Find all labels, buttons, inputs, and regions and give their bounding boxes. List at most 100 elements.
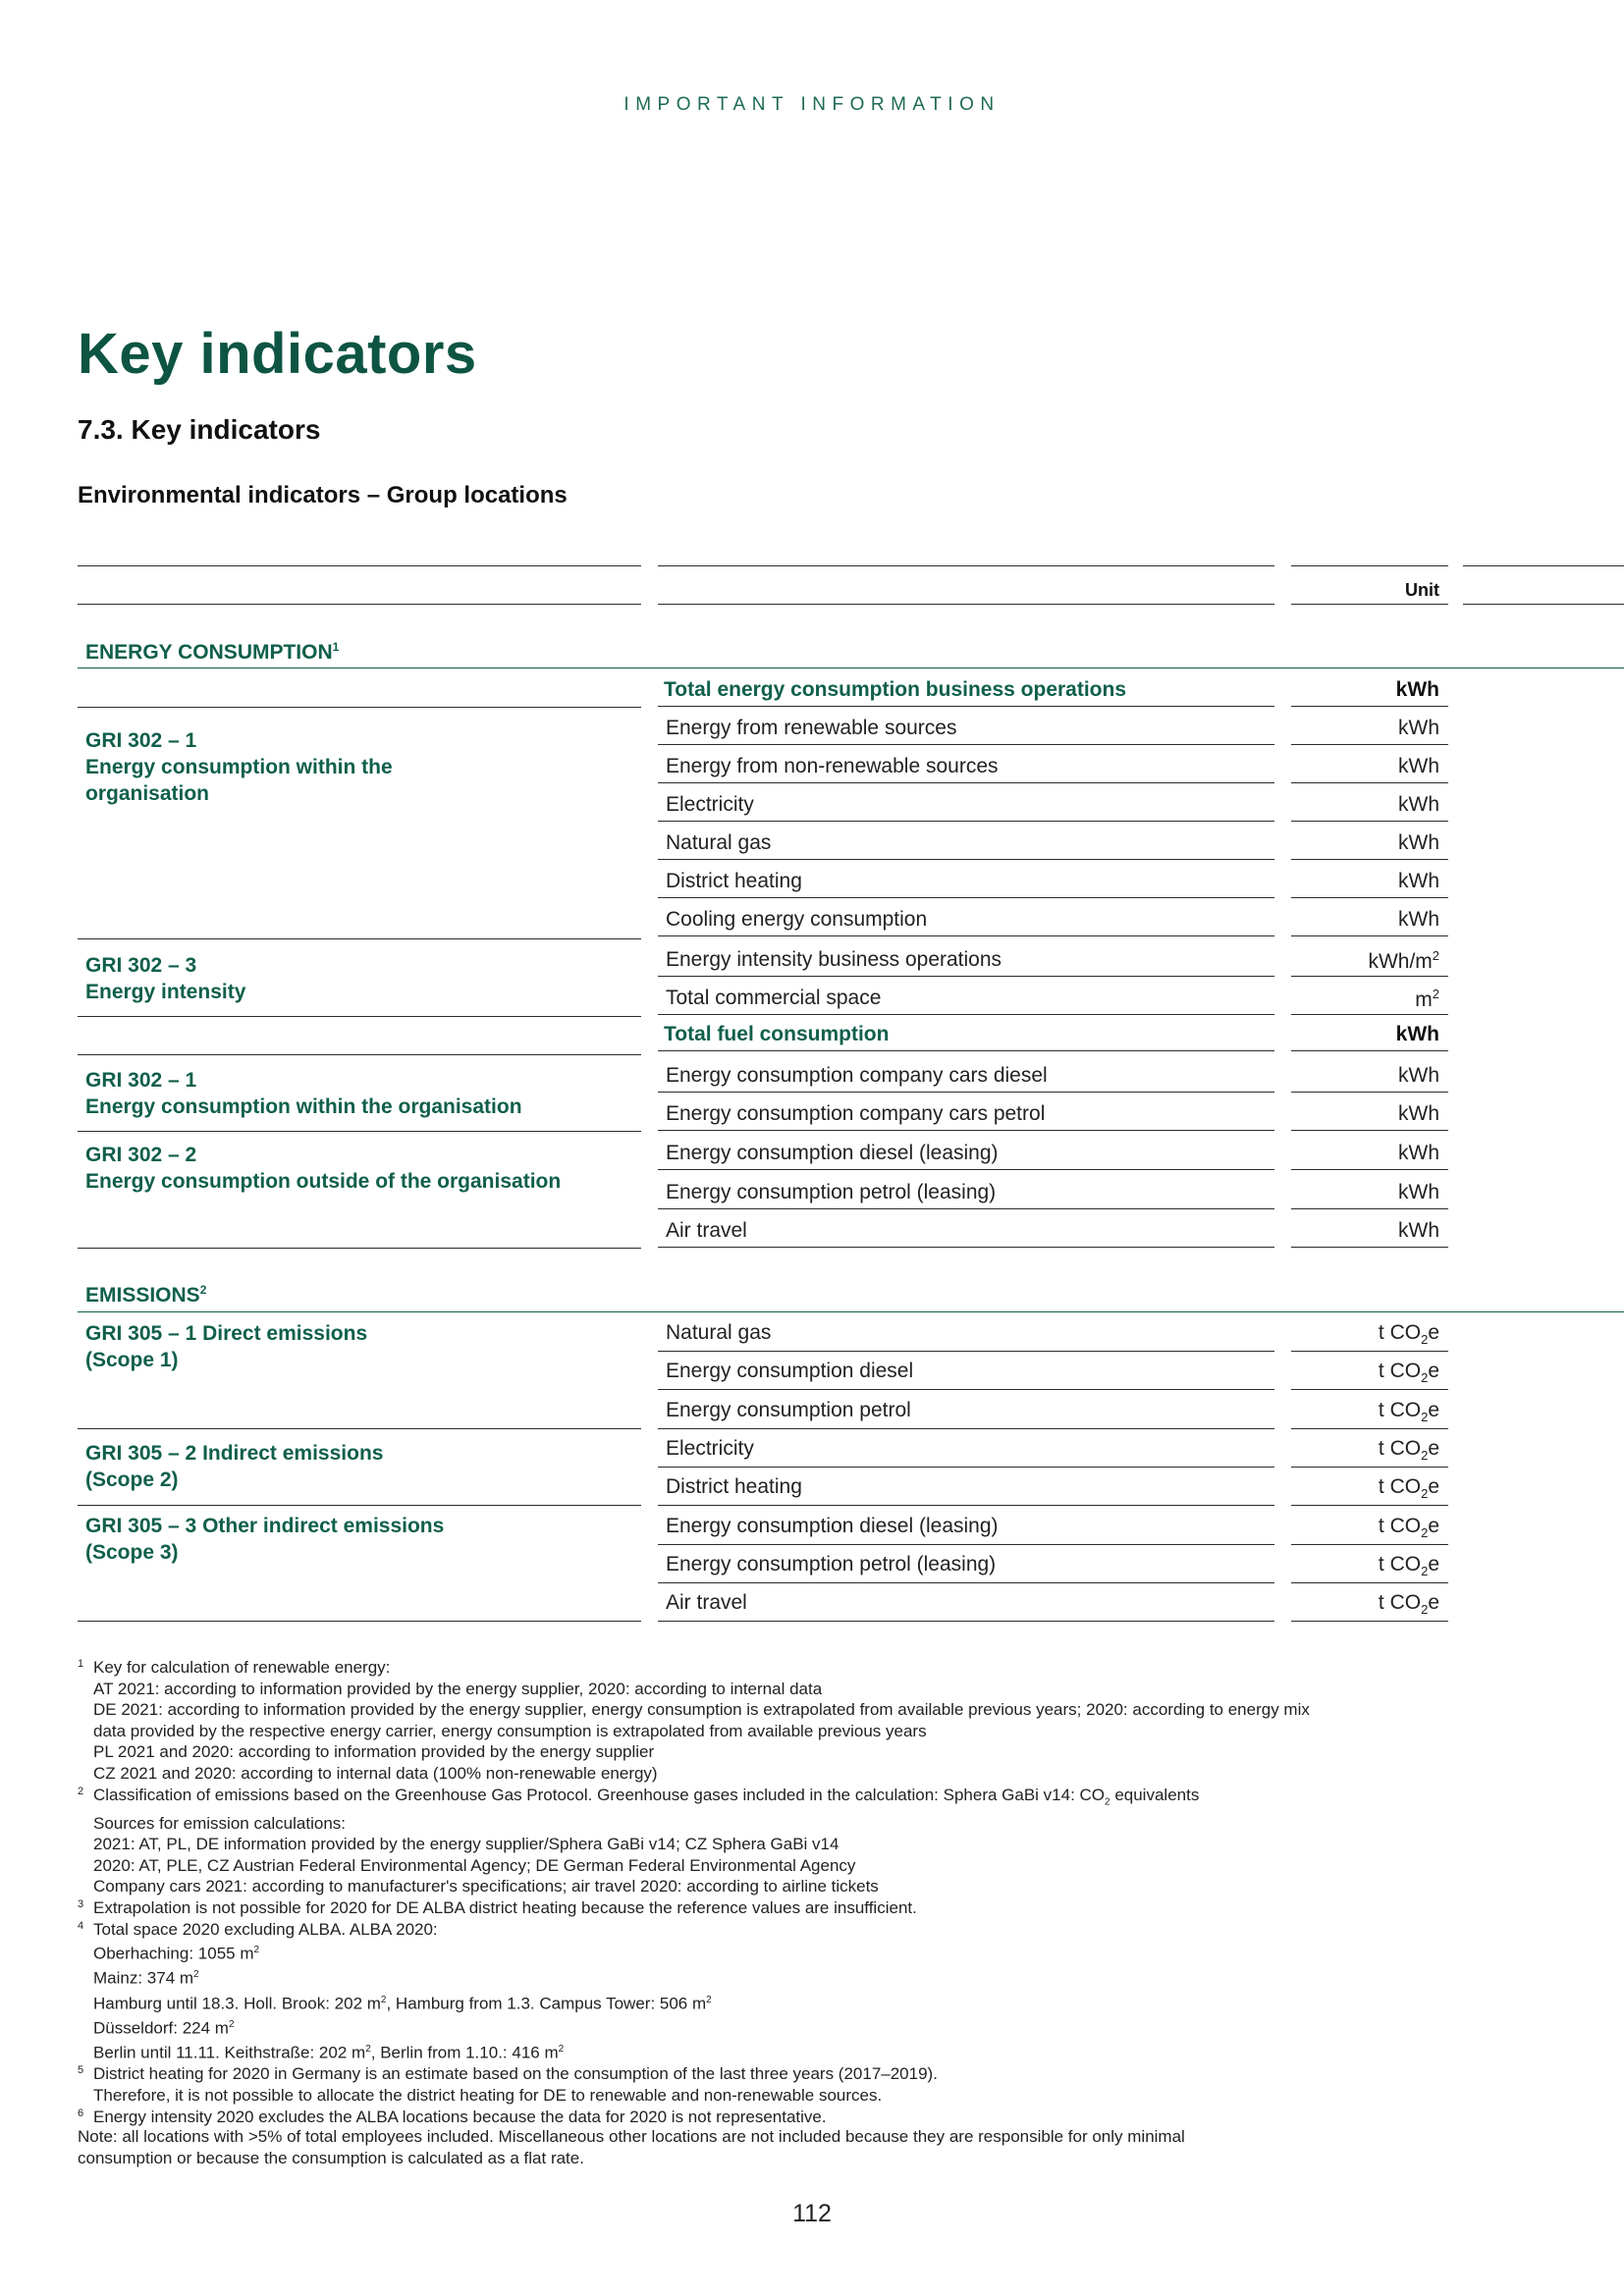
unit-value: kWh [1398, 755, 1439, 777]
row-rule [658, 1130, 1274, 1131]
row-rule [658, 976, 1274, 977]
row-rule [658, 1505, 1274, 1506]
gri-302-2-group: GRI 302 – 2 Energy consumption outside o… [85, 1144, 562, 1193]
footnote-line: Mainz: 374 m2 [93, 1969, 199, 1989]
gri-302-1-fuel-group: GRI 302 – 1 Energy consumption within th… [85, 1069, 522, 1118]
page-number: 112 [792, 2200, 832, 2227]
indicator-label: Total fuel consumption [664, 1023, 890, 1045]
row-rule [1291, 1130, 1448, 1131]
footnote-line: District heating for 2020 in Germany is … [93, 2064, 938, 2084]
unit-value: kWh [1395, 678, 1439, 701]
footnote-line: CZ 2021 and 2020: according to internal … [93, 1763, 658, 1783]
row-rule [1291, 1505, 1448, 1506]
unit-value: t CO2e [1378, 1399, 1439, 1425]
table-title: Environmental indicators – Group locatio… [78, 482, 568, 508]
header-rule [78, 565, 641, 566]
row-rule [658, 1467, 1274, 1468]
row-rule [1291, 1428, 1448, 1429]
gri-302-1-group: GRI 302 – 1 Energy consumption within th… [85, 729, 393, 805]
footnote-line: Hamburg until 18.3. Holl. Brook: 202 m2,… [93, 1994, 712, 2013]
indicator-label: Energy intensity business operations [666, 948, 1002, 971]
row-rule [1291, 1389, 1448, 1390]
footnote-number: 1 [78, 1658, 84, 1670]
row-rule [1291, 706, 1448, 707]
row-rule [658, 1014, 1274, 1015]
header-rule [1291, 565, 1448, 566]
group-rule [78, 1621, 641, 1622]
row-rule [658, 1208, 1274, 1209]
indicator-label: Energy from renewable sources [666, 717, 957, 739]
indicator-label: Energy consumption diesel (leasing) [666, 1515, 999, 1537]
footnote-item: 4 Total space 2020 excluding ALBA. ALBA 2… [78, 1919, 1472, 2064]
unit-value: kWh [1398, 793, 1439, 816]
footnote-item: 1 Key for calculation of renewable energy… [78, 1657, 1472, 1785]
row-rule [1291, 1582, 1448, 1583]
header-rule [1463, 604, 1624, 605]
footnote-line: AT 2021: according to information provid… [93, 1679, 823, 1698]
category-rule [78, 667, 1624, 668]
category-rule [78, 1311, 1624, 1312]
footnote-line: Total space 2020 excluding ALBA. ALBA 20… [93, 1919, 438, 1939]
row-rule [658, 821, 1274, 822]
row-rule [1291, 744, 1448, 745]
unit-value: t CO2e [1378, 1437, 1439, 1464]
row-rule [1291, 976, 1448, 977]
footnote-item: 5 District heating for 2020 in Germany is… [78, 2063, 1472, 2106]
header-rule [658, 565, 1274, 566]
indicator-label: Energy consumption company cars diesel [666, 1064, 1048, 1087]
footnote-line: Company cars 2021: according to manufact… [93, 1877, 879, 1896]
row-rule [1291, 782, 1448, 783]
row-rule [1291, 1467, 1448, 1468]
indicator-label: Electricity [666, 1437, 754, 1460]
row-rule [1291, 1351, 1448, 1352]
footnotes: 1 Key for calculation of renewable energy… [78, 1657, 1472, 2127]
section-header-label: IMPORTANT INFORMATION [623, 94, 1001, 115]
unit-value: t CO2e [1378, 1321, 1439, 1348]
row-rule [658, 1582, 1274, 1583]
group-rule [78, 707, 641, 708]
row-rule [658, 1092, 1274, 1093]
indicator-label: District heating [666, 870, 802, 892]
header-rule [1291, 604, 1448, 605]
footnote-line: 2020: AT, PLE, CZ Austrian Federal Envir… [93, 1855, 856, 1875]
footnote-line: Energy intensity 2020 excludes the ALBA … [93, 2107, 827, 2126]
row-rule [658, 1050, 1274, 1051]
unit-value: m2 [1415, 987, 1439, 1011]
section-title: 7.3. Key indicators [78, 414, 321, 445]
row-rule [658, 782, 1274, 783]
row-rule [1291, 935, 1448, 936]
note: Note: all locations with >5% of total em… [78, 2127, 1185, 2167]
row-rule [1291, 1050, 1448, 1051]
row-rule [658, 1544, 1274, 1545]
unit-value: kWh/m2 [1368, 948, 1439, 973]
footnote-line: Düsseldorf: 224 m2 [93, 2018, 235, 2038]
group-rule [78, 1131, 641, 1132]
unit-value: t CO2e [1378, 1591, 1439, 1618]
footnote-line: Classification of emissions based on the… [93, 1785, 1200, 1807]
unit-value: kWh [1398, 908, 1439, 931]
indicator-label: Air travel [666, 1591, 747, 1614]
indicator-label: Natural gas [666, 831, 772, 854]
footnote-line: Oberhaching: 1055 m2 [93, 1944, 260, 1963]
footnote-number: 4 [78, 1919, 84, 1932]
indicator-label: District heating [666, 1475, 802, 1498]
row-rule [658, 1169, 1274, 1170]
row-rule [1291, 897, 1448, 898]
header-rule [78, 604, 641, 605]
footnote-line: Berlin until 11.11. Keithstraße: 202 m2,… [93, 2043, 565, 2062]
row-rule [1291, 1092, 1448, 1093]
gri-302-3-group: GRI 302 – 3 Energy intensity [85, 954, 246, 1003]
group-rule [78, 1505, 641, 1506]
unit-value: kWh [1398, 1219, 1439, 1242]
unit-value: kWh [1398, 1142, 1439, 1164]
row-rule [1291, 859, 1448, 860]
unit-value: t CO2e [1378, 1360, 1439, 1386]
footnote-line: Extrapolation is not possible for 2020 f… [93, 1897, 917, 1917]
footnote-item: 6 Energy intensity 2020 excludes the ALBA… [78, 2107, 1472, 2128]
row-rule [658, 1621, 1274, 1622]
indicator-label: Energy consumption diesel (leasing) [666, 1142, 999, 1164]
indicator-label: Cooling energy consumption [666, 908, 928, 931]
emissions-category-label: EMISSIONS2 [85, 1283, 207, 1307]
row-rule [658, 1247, 1274, 1248]
footnote-line: PL 2021 and 2020: according to informati… [93, 1742, 655, 1762]
